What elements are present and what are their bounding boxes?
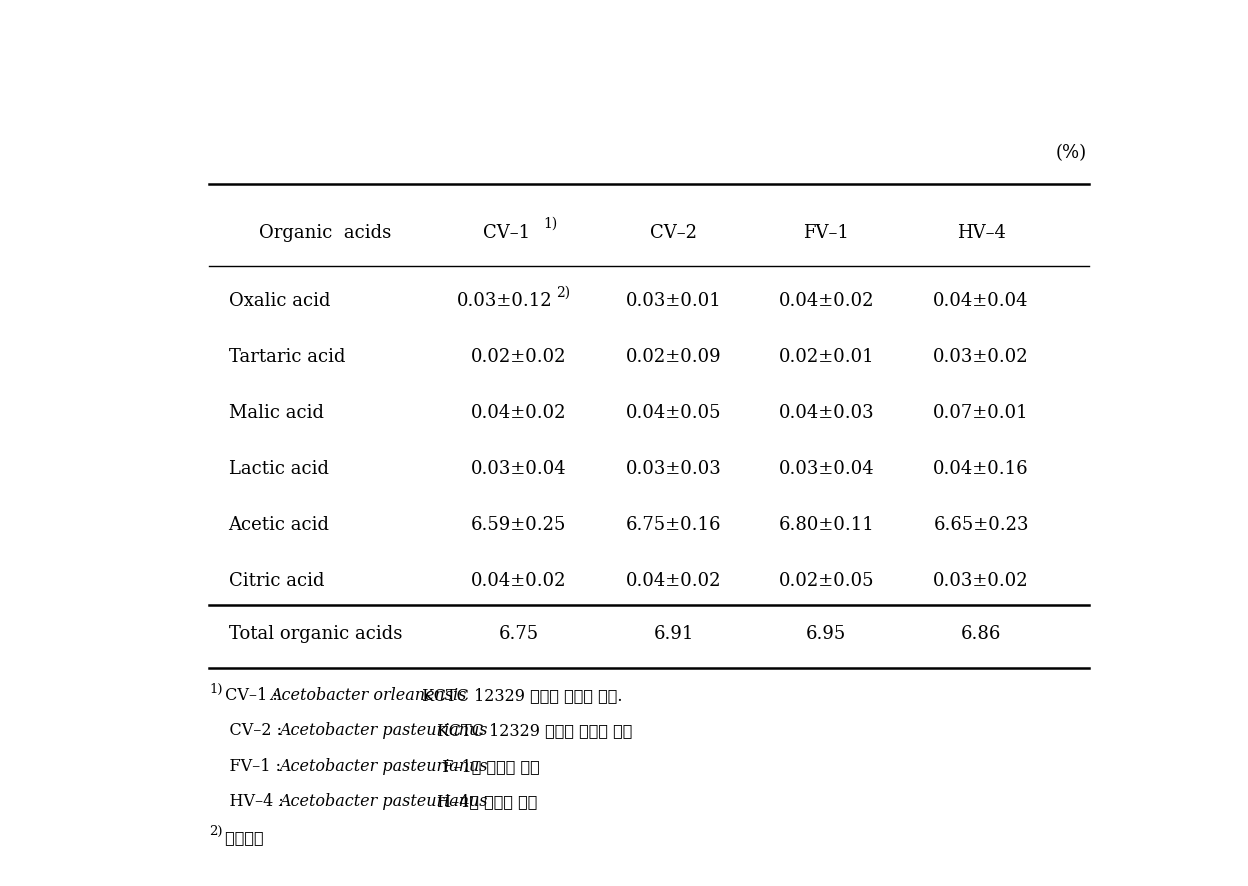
Text: H–4로 제조한 식초: H–4로 제조한 식초: [432, 792, 537, 809]
Text: 표준편차: 표준편차: [220, 828, 263, 844]
Text: 6.91: 6.91: [653, 624, 694, 642]
Text: 0.04±0.05: 0.04±0.05: [625, 404, 721, 422]
Text: HV–4 :: HV–4 :: [210, 792, 290, 809]
Text: 0.02±0.02: 0.02±0.02: [470, 347, 567, 366]
Text: Acetobacter pasteurianus: Acetobacter pasteurianus: [280, 792, 488, 809]
Text: FV–1 :: FV–1 :: [210, 757, 286, 773]
Text: 6.75±0.16: 6.75±0.16: [625, 516, 721, 533]
Text: CV–2 :: CV–2 :: [210, 721, 287, 738]
Text: Acetobacter pasteurianus: Acetobacter pasteurianus: [280, 757, 488, 773]
Text: 1): 1): [543, 217, 558, 230]
Text: 6.65±0.23: 6.65±0.23: [934, 516, 1028, 533]
Text: 0.04±0.02: 0.04±0.02: [470, 571, 567, 589]
Text: Malic acid: Malic acid: [228, 404, 323, 422]
Text: 0.03±0.01: 0.03±0.01: [625, 291, 721, 310]
Text: Total organic acids: Total organic acids: [228, 624, 402, 642]
Text: 0.04±0.03: 0.04±0.03: [779, 404, 874, 422]
Text: 6.86: 6.86: [961, 624, 1001, 642]
Text: Acetic acid: Acetic acid: [228, 516, 329, 533]
Text: 0.04±0.02: 0.04±0.02: [625, 571, 721, 589]
Text: 2): 2): [210, 824, 222, 837]
Text: 0.04±0.16: 0.04±0.16: [934, 460, 1028, 478]
Text: 6.80±0.11: 6.80±0.11: [779, 516, 874, 533]
Text: CV–1: CV–1: [483, 223, 529, 242]
Text: F–1로 제조한 식초: F–1로 제조한 식초: [432, 757, 539, 773]
Text: 0.03±0.02: 0.03±0.02: [934, 571, 1028, 589]
Text: KCTC 12329 균주로 제조한 식초: KCTC 12329 균주로 제조한 식초: [432, 721, 633, 738]
Text: 0.04±0.02: 0.04±0.02: [779, 291, 874, 310]
Text: Acetobacter orleanensis: Acetobacter orleanensis: [271, 686, 467, 703]
Text: 0.04±0.02: 0.04±0.02: [470, 404, 567, 422]
Text: (%): (%): [1056, 144, 1087, 162]
Text: 6.75: 6.75: [499, 624, 539, 642]
Text: HV–4: HV–4: [956, 223, 1006, 242]
Text: 0.03±0.12: 0.03±0.12: [457, 291, 553, 310]
Text: 0.02±0.05: 0.02±0.05: [779, 571, 874, 589]
Text: 0.03±0.03: 0.03±0.03: [625, 460, 721, 478]
Text: 0.03±0.04: 0.03±0.04: [779, 460, 874, 478]
Text: 2): 2): [557, 285, 570, 299]
Text: CV–2: CV–2: [650, 223, 696, 242]
Text: Lactic acid: Lactic acid: [228, 460, 328, 478]
Text: FV–1: FV–1: [804, 223, 849, 242]
Text: KCTC 12329 균주로 제조한 식초.: KCTC 12329 균주로 제조한 식초.: [417, 686, 623, 703]
Text: CV–1 :: CV–1 :: [220, 686, 282, 703]
Text: 0.03±0.04: 0.03±0.04: [470, 460, 567, 478]
Text: 0.07±0.01: 0.07±0.01: [934, 404, 1028, 422]
Text: Acetobacter pasteurianus: Acetobacter pasteurianus: [280, 721, 488, 738]
Text: 0.02±0.01: 0.02±0.01: [779, 347, 874, 366]
Text: Citric acid: Citric acid: [228, 571, 324, 589]
Text: 6.95: 6.95: [806, 624, 846, 642]
Text: Tartaric acid: Tartaric acid: [228, 347, 344, 366]
Text: 0.04±0.04: 0.04±0.04: [934, 291, 1028, 310]
Text: Oxalic acid: Oxalic acid: [228, 291, 329, 310]
Text: 1): 1): [210, 682, 222, 696]
Text: Organic  acids: Organic acids: [260, 223, 392, 242]
Text: 0.03±0.02: 0.03±0.02: [934, 347, 1028, 366]
Text: 0.02±0.09: 0.02±0.09: [625, 347, 721, 366]
Text: 6.59±0.25: 6.59±0.25: [470, 516, 567, 533]
